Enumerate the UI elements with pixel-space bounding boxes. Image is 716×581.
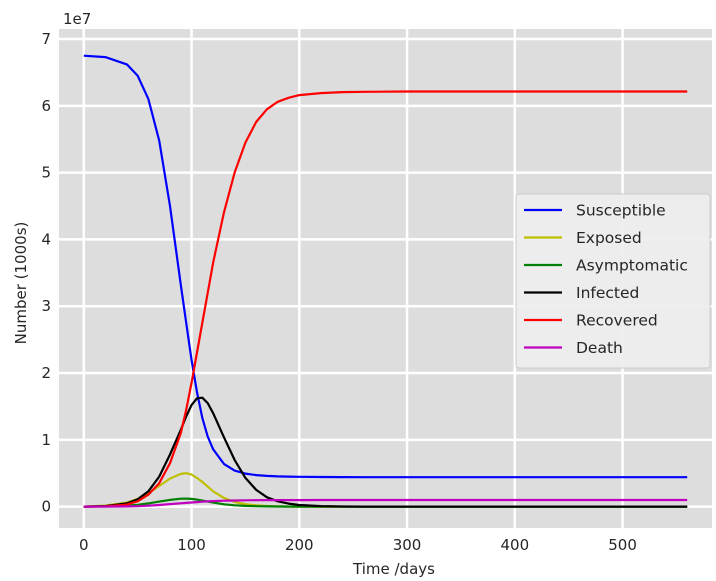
- legend-label-infected: Infected: [576, 284, 639, 302]
- series-lines: [83, 54, 688, 508]
- series-line-death: [83, 498, 688, 508]
- y-axis-ticks: 0 1 2 3 4 5 6 7: [41, 30, 51, 516]
- legend-label-exposed: Exposed: [576, 229, 642, 247]
- series-line-infected: [83, 396, 688, 508]
- x-tick-label: 0: [79, 536, 89, 554]
- x-axis-label: Time /days: [352, 560, 435, 578]
- y-tick-label: 0: [41, 498, 51, 516]
- y-tick-label: 1: [41, 431, 51, 449]
- y-offset-label: 1e7: [63, 10, 91, 28]
- legend-box: [515, 193, 711, 369]
- x-tick-label: 500: [608, 536, 637, 554]
- legend-label-recovered: Recovered: [576, 312, 658, 330]
- y-axis-label: Number (1000s): [12, 222, 30, 345]
- y-tick-label: 6: [41, 97, 51, 115]
- x-tick-label: 400: [500, 536, 529, 554]
- legend-label-death: Death: [576, 339, 623, 357]
- y-tick-label: 5: [41, 164, 51, 182]
- y-tick-label: 7: [41, 30, 51, 48]
- x-tick-label: 200: [285, 536, 314, 554]
- series-line-susceptible: [83, 54, 688, 479]
- x-axis-ticks: 0 100 200 300 400 500: [79, 536, 637, 554]
- legend-label-asymptomatic: Asymptomatic: [576, 257, 688, 275]
- x-tick-label: 300: [393, 536, 422, 554]
- y-tick-label: 4: [41, 230, 51, 248]
- y-tick-label: 3: [41, 297, 51, 315]
- legend-label-susceptible: Susceptible: [576, 202, 666, 220]
- y-tick-label: 2: [41, 364, 51, 382]
- legend: Susceptible Exposed Asymptomatic Infected Re…: [515, 193, 711, 369]
- x-tick-label: 100: [177, 536, 206, 554]
- series-line-recovered: [83, 90, 688, 508]
